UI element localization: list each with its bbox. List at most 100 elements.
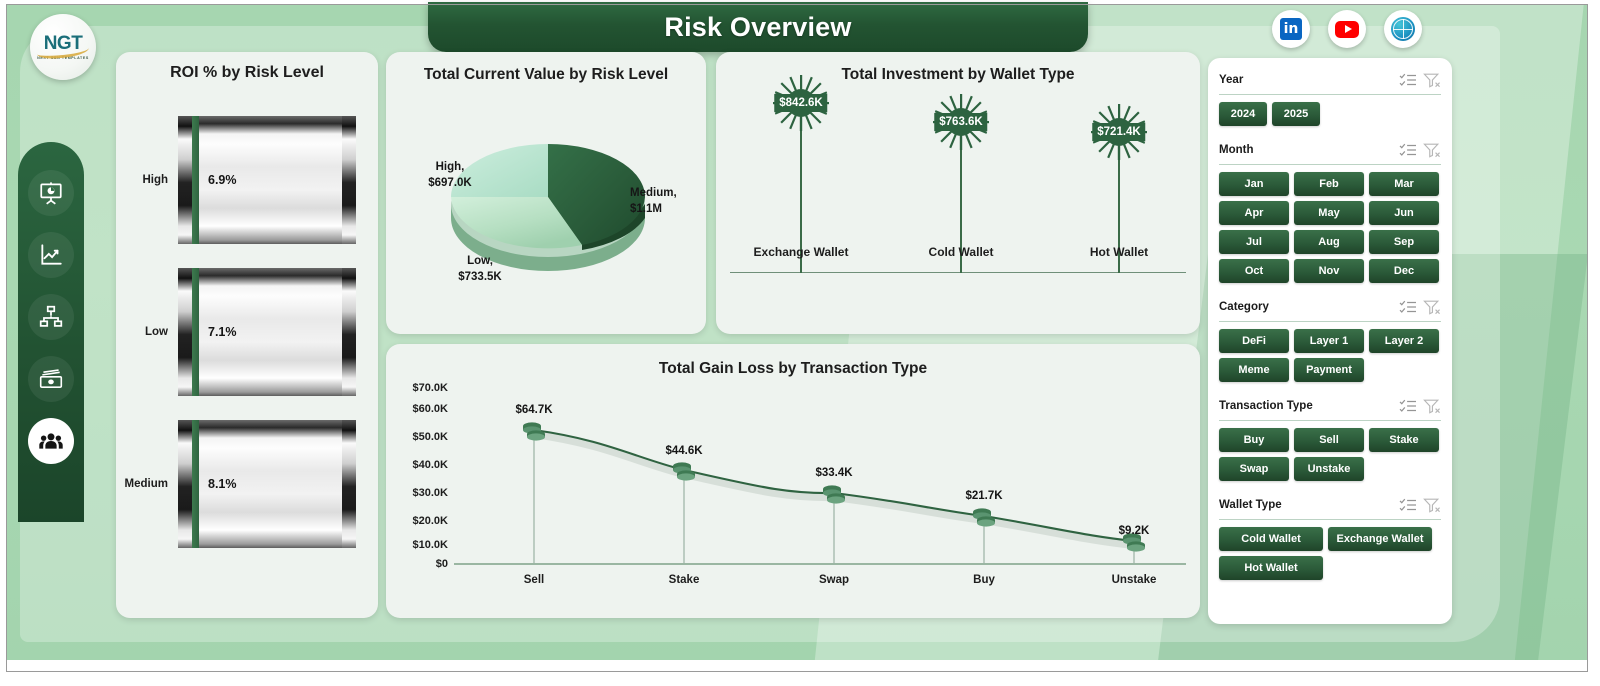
- pie-label-low: Low, $733.5K: [458, 255, 502, 283]
- lollipop-category: Exchange Wallet: [753, 245, 849, 259]
- lollipop-baseline: [730, 272, 1186, 273]
- background-bottom-strip: [6, 660, 1588, 682]
- filter-chip-stake[interactable]: Stake: [1369, 428, 1439, 452]
- sidebar-item-presentation[interactable]: [28, 170, 74, 216]
- roi-bar-cap-left: [178, 116, 192, 244]
- y-axis-tick: $20.0K: [412, 515, 448, 527]
- roi-bar-cap-left: [178, 268, 192, 396]
- linkedin-button[interactable]: in: [1272, 10, 1310, 48]
- filter-chip-layer-2[interactable]: Layer 2: [1369, 329, 1439, 353]
- filter-chip-oct[interactable]: Oct: [1219, 259, 1289, 283]
- filter-chip-unstake[interactable]: Unstake: [1294, 457, 1364, 481]
- multi-select-icon[interactable]: [1399, 142, 1417, 158]
- filter-chip-jun[interactable]: Jun: [1369, 201, 1439, 225]
- sidebar-item-line-chart[interactable]: [28, 232, 74, 278]
- filter-chips-category: DeFi Layer 1 Layer 2 Meme Payment: [1219, 329, 1441, 382]
- sidebar-item-people[interactable]: [28, 418, 74, 464]
- filter-chip-sell[interactable]: Sell: [1294, 428, 1364, 452]
- roi-bar-cap-right: [342, 420, 356, 548]
- sidebar-item-hierarchy[interactable]: [28, 294, 74, 340]
- line-chart-svg[interactable]: [386, 378, 1200, 604]
- filter-chip-jul[interactable]: Jul: [1219, 230, 1289, 254]
- lollipop-value: $763.6K: [934, 113, 988, 131]
- lollipop-category: Cold Wallet: [928, 245, 994, 259]
- roi-bar-cylinder: [178, 420, 356, 548]
- filter-chip-swap[interactable]: Swap: [1219, 457, 1289, 481]
- filter-chip-payment[interactable]: Payment: [1294, 358, 1364, 382]
- logo-letter-n: N: [43, 33, 58, 54]
- filter-chip-nov[interactable]: Nov: [1294, 259, 1364, 283]
- roi-bar-value: 7.1%: [208, 325, 237, 339]
- filter-chip-layer-1[interactable]: Layer 1: [1294, 329, 1364, 353]
- filter-chip-feb[interactable]: Feb: [1294, 172, 1364, 196]
- roi-bar-track[interactable]: 8.1%: [178, 420, 356, 548]
- y-axis-tick: $30.0K: [412, 487, 448, 499]
- sidebar-item-cash[interactable]: [28, 356, 74, 402]
- filter-chip-defi[interactable]: DeFi: [1219, 329, 1289, 353]
- clear-filter-icon[interactable]: [1423, 398, 1441, 414]
- roi-bar-cylinder: [178, 116, 356, 244]
- y-axis-tick: $40.0K: [412, 459, 448, 471]
- pie-label-low-name: Low: [467, 255, 490, 267]
- y-axis-tick: $70.0K: [412, 382, 448, 394]
- filter-chip-2024[interactable]: 2024: [1219, 102, 1267, 126]
- filter-chip-may[interactable]: May: [1294, 201, 1364, 225]
- logo-tagline: NEXT GEN TEMPLATES: [37, 56, 89, 60]
- clear-filter-icon[interactable]: [1423, 299, 1441, 315]
- filter-chip-cold-wallet[interactable]: Cold Wallet: [1219, 527, 1323, 551]
- multi-select-icon[interactable]: [1399, 398, 1417, 414]
- card-title-roi: ROI % by Risk Level: [170, 64, 324, 81]
- y-axis-tick: $10.0K: [412, 539, 448, 551]
- lollipop-chart: $842.6K Exchange Wallet: [716, 75, 1200, 312]
- youtube-button[interactable]: [1328, 10, 1366, 48]
- filter-chip-buy[interactable]: Buy: [1219, 428, 1289, 452]
- coin-stack-icon: [673, 462, 695, 481]
- filter-group-year: Year 2024 2025: [1219, 68, 1441, 126]
- lollipop-value: $721.4K: [1092, 123, 1146, 141]
- coin-stack-icon: [973, 508, 995, 527]
- website-button[interactable]: [1384, 10, 1422, 48]
- filter-header: Category: [1219, 295, 1441, 319]
- roi-bar-track[interactable]: 6.9%: [178, 116, 356, 244]
- filter-chip-exchange-wallet[interactable]: Exchange Wallet: [1328, 527, 1432, 551]
- linkedin-icon: in: [1280, 18, 1302, 40]
- lollipop-value: $842.6K: [774, 94, 828, 112]
- pie-chart-svg[interactable]: [386, 84, 706, 309]
- multi-select-icon[interactable]: [1399, 72, 1417, 88]
- pie-label-high-name: High: [435, 161, 462, 173]
- roi-bar-fill: [192, 268, 199, 396]
- left-sidebar: [18, 142, 84, 522]
- filter-group-category: Category DeFi Layer 1 Layer 2 Meme Payme…: [1219, 295, 1441, 382]
- roi-bar-cap-left: [178, 420, 192, 548]
- data-point-label: $64.7K: [515, 404, 553, 416]
- roi-category-label: High: [142, 174, 168, 186]
- filter-chip-sep[interactable]: Sep: [1369, 230, 1439, 254]
- filter-chip-jan[interactable]: Jan: [1219, 172, 1289, 196]
- card-total-investment-by-wallet: Total Investment by Wallet Type: [716, 52, 1200, 334]
- filter-chip-hot-wallet[interactable]: Hot Wallet: [1219, 556, 1323, 580]
- multi-select-icon[interactable]: [1399, 299, 1417, 315]
- multi-select-icon[interactable]: [1399, 497, 1417, 513]
- clear-filter-icon[interactable]: [1423, 497, 1441, 513]
- line-chart-icon: [41, 244, 62, 265]
- filter-header: Wallet Type: [1219, 493, 1441, 517]
- pie-label-medium-value: $1.1M: [630, 202, 662, 215]
- roi-bar-track[interactable]: 7.1%: [178, 268, 356, 396]
- clear-filter-icon[interactable]: [1423, 142, 1441, 158]
- people-icon: [39, 433, 63, 449]
- filter-chip-dec[interactable]: Dec: [1369, 259, 1439, 283]
- filter-header: Transaction Type: [1219, 394, 1441, 418]
- coin-stack-icon: [523, 422, 545, 441]
- filter-chip-mar[interactable]: Mar: [1369, 172, 1439, 196]
- filter-chip-meme[interactable]: Meme: [1219, 358, 1289, 382]
- filter-chip-apr[interactable]: Apr: [1219, 201, 1289, 225]
- y-axis-tick: $60.0K: [412, 403, 448, 415]
- line-chart: $0 $10.0K $20.0K $30.0K $40.0K $50.0K $6…: [386, 378, 1200, 604]
- filter-chip-2025[interactable]: 2025: [1272, 102, 1320, 126]
- roi-row-medium: Medium 8.1%: [116, 408, 378, 560]
- page-title: Risk Overview: [664, 11, 852, 42]
- x-axis-label: Sell: [523, 574, 545, 586]
- filter-chip-aug[interactable]: Aug: [1294, 230, 1364, 254]
- clear-filter-icon[interactable]: [1423, 72, 1441, 88]
